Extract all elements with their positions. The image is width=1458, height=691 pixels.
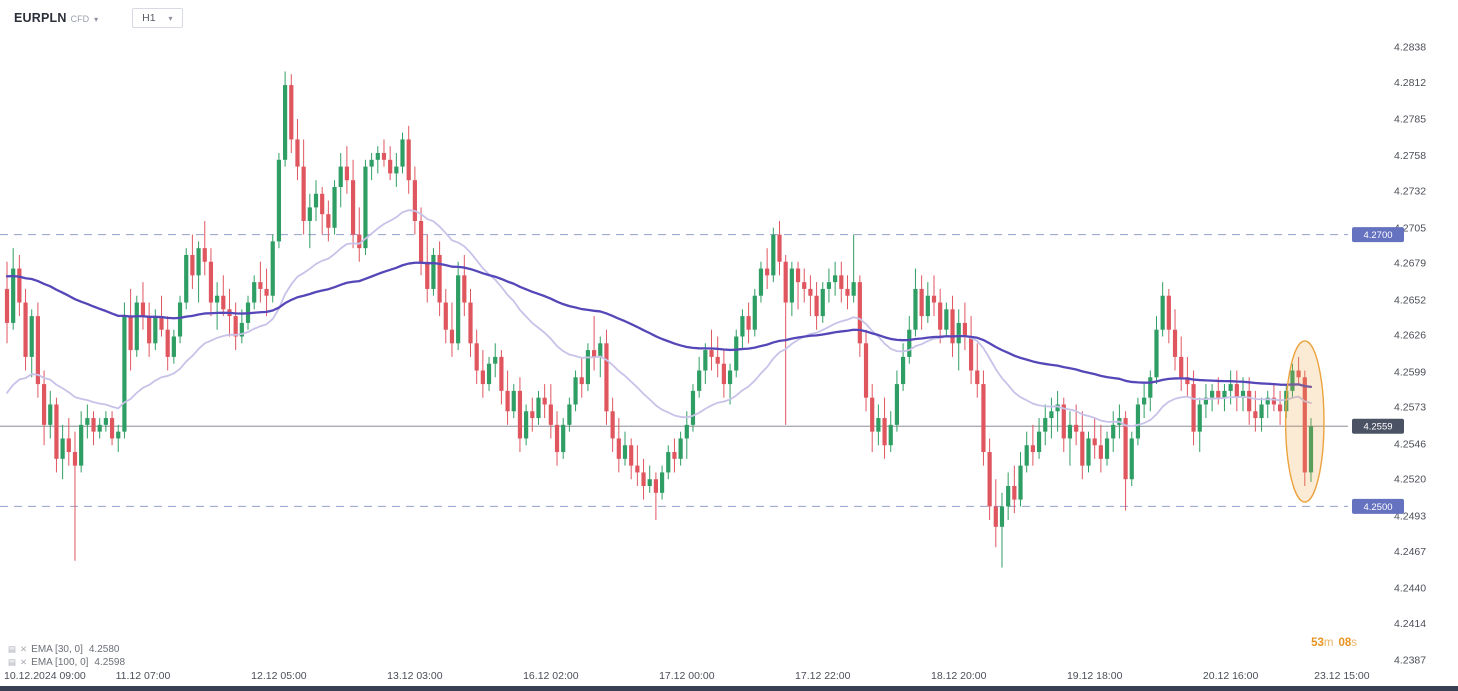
svg-text:12.12 05:00: 12.12 05:00 — [251, 670, 307, 682]
indicator-value: 4.2598 — [94, 657, 126, 668]
svg-text:4.2387: 4.2387 — [1394, 655, 1426, 667]
price-badges-layer: 4.2700 4.2500 4.2559 — [1352, 227, 1404, 514]
timeframe-label: H1 — [142, 12, 156, 24]
svg-text:17.12 22:00: 17.12 22:00 — [795, 670, 851, 682]
svg-text:11.12 07:00: 11.12 07:00 — [116, 670, 171, 682]
chevron-down-icon: ▾ — [94, 15, 99, 24]
svg-text:4.2652: 4.2652 — [1394, 294, 1426, 306]
bottom-bar — [0, 686, 1458, 691]
indicator-row-ema30: ▤ ✕ EMA [30, 0] 4.2580 — [8, 643, 125, 656]
candle-countdown: 53m 08s — [1311, 637, 1362, 649]
svg-text:4.2700: 4.2700 — [1363, 230, 1392, 241]
svg-text:16.12 02:00: 16.12 02:00 — [523, 670, 579, 682]
candles-layer — [4, 71, 1314, 568]
indicator-label: EMA [100, 0] — [31, 657, 89, 668]
ema-lines-layer — [5, 209, 1313, 428]
svg-text:10.12.2024 09:00: 10.12.2024 09:00 — [4, 670, 86, 682]
svg-text:4.2500: 4.2500 — [1363, 502, 1392, 513]
svg-text:4.2573: 4.2573 — [1394, 402, 1426, 414]
countdown-minutes: 53 — [1311, 637, 1324, 649]
indicator-remove-icon[interactable]: ✕ — [20, 657, 28, 667]
level-lines-layer — [0, 234, 1348, 507]
svg-text:17.12 00:00: 17.12 00:00 — [659, 670, 715, 682]
svg-text:4.2414: 4.2414 — [1394, 618, 1426, 630]
svg-text:4.2440: 4.2440 — [1394, 582, 1426, 594]
indicator-row-ema100: ▤ ✕ EMA [100, 0] 4.2598 — [8, 656, 125, 669]
svg-text:4.2520: 4.2520 — [1394, 474, 1426, 486]
instrument-type-label: CFD — [70, 14, 90, 24]
countdown-minutes-unit: m — [1323, 637, 1334, 649]
svg-text:4.2838: 4.2838 — [1394, 42, 1426, 54]
ema-line — [6, 209, 1312, 428]
indicator-legend: ▤ ✕ EMA [30, 0] 4.2580 ▤ ✕ EMA [100, 0] … — [8, 643, 125, 669]
ema-line — [5, 261, 1313, 389]
svg-text:20.12 16:00: 20.12 16:00 — [1203, 670, 1259, 682]
chart-header: EURPLN CFD ▾ H1 ▾ — [14, 8, 183, 28]
svg-text:4.2467: 4.2467 — [1394, 546, 1426, 558]
indicator-value: 4.2580 — [88, 644, 120, 655]
indicator-remove-icon[interactable]: ✕ — [20, 644, 28, 654]
svg-text:23.12 15:00: 23.12 15:00 — [1314, 670, 1370, 682]
highlight-layer — [1284, 340, 1325, 503]
countdown-seconds-unit: s — [1351, 637, 1357, 649]
svg-text:4.2812: 4.2812 — [1394, 77, 1426, 89]
axes-layer: 4.28384.28124.27854.27584.27324.27054.26… — [4, 42, 1426, 683]
timeframe-dropdown[interactable]: H1 ▾ — [132, 8, 183, 28]
svg-text:4.2599: 4.2599 — [1394, 366, 1426, 378]
svg-text:4.2626: 4.2626 — [1394, 330, 1426, 342]
svg-text:4.2732: 4.2732 — [1394, 186, 1426, 198]
indicator-label: EMA [30, 0] — [31, 644, 83, 655]
indicator-settings-icon[interactable]: ▤ — [8, 644, 17, 654]
svg-text:4.2679: 4.2679 — [1394, 258, 1426, 270]
svg-text:4.2785: 4.2785 — [1394, 114, 1426, 126]
svg-text:4.2546: 4.2546 — [1394, 438, 1426, 450]
svg-text:4.2559: 4.2559 — [1363, 422, 1392, 433]
chevron-down-icon: ▾ — [168, 13, 173, 23]
symbol-name: EURPLN — [14, 11, 67, 25]
symbol-selector[interactable]: EURPLN CFD ▾ — [14, 11, 98, 25]
countdown-seconds: 08 — [1338, 637, 1352, 649]
svg-text:19.12 18:00: 19.12 18:00 — [1067, 670, 1123, 682]
signal-highlight-ellipse — [1284, 340, 1325, 503]
svg-text:4.2758: 4.2758 — [1394, 150, 1426, 162]
svg-text:13.12 03:00: 13.12 03:00 — [387, 670, 443, 682]
indicator-settings-icon[interactable]: ▤ — [8, 657, 17, 667]
svg-text:18.12 20:00: 18.12 20:00 — [931, 670, 987, 682]
